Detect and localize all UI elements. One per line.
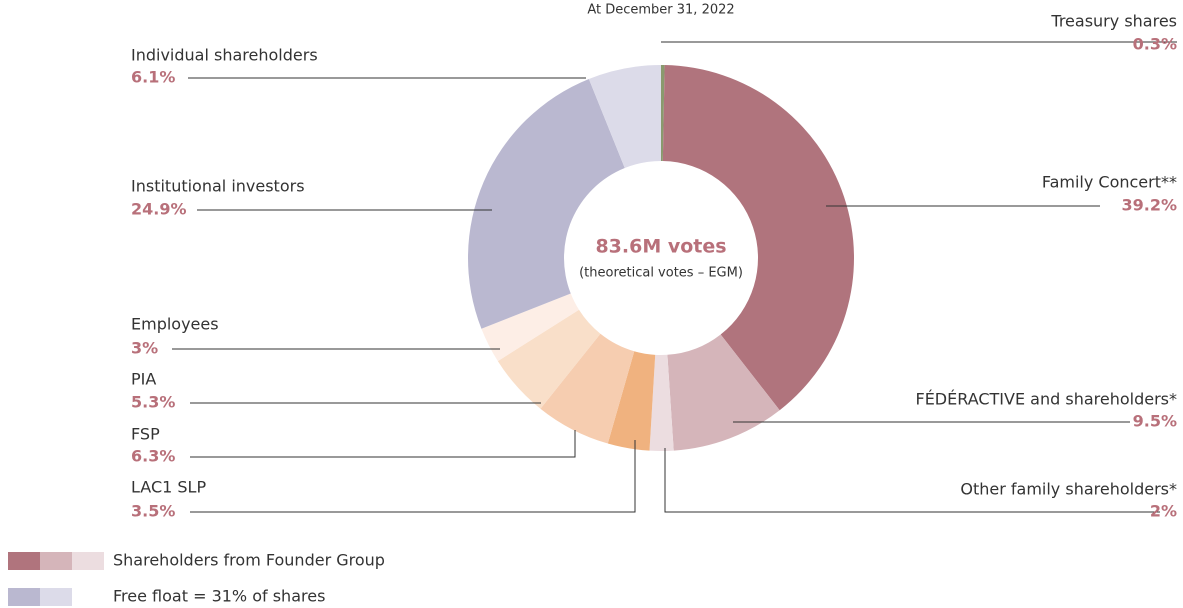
legend-swatch	[8, 552, 40, 570]
slice-label: FSP	[131, 425, 160, 444]
slice	[468, 78, 625, 329]
value-label: 2%	[1150, 502, 1177, 521]
legend-label: Shareholders from Founder Group	[113, 551, 385, 570]
slice	[662, 65, 854, 411]
legend-swatch	[40, 552, 72, 570]
slice-label: FÉDÉRACTIVE and shareholders*	[915, 390, 1177, 409]
slice	[588, 65, 661, 169]
legend-swatch	[40, 588, 72, 606]
value-label: 24.9%	[131, 200, 187, 219]
slice-label: PIA	[131, 370, 156, 389]
slice-label: Treasury shares	[1050, 12, 1177, 31]
slice	[649, 354, 674, 451]
chart-subtitle: At December 31, 2022	[587, 3, 734, 18]
leader-line	[190, 440, 636, 513]
slice	[607, 351, 656, 451]
value-label: 0.3%	[1133, 35, 1177, 54]
slice-label: LAC1 SLP	[131, 478, 206, 497]
value-label: 6.3%	[131, 447, 175, 466]
legend-label: Free float = 31% of shares	[113, 587, 325, 606]
value-label: 9.5%	[1133, 412, 1177, 431]
slice-label: Other family shareholders*	[960, 480, 1177, 499]
slice-label: Individual shareholders	[131, 46, 318, 65]
value-label: 5.3%	[131, 393, 175, 412]
value-label: 3%	[131, 339, 158, 358]
legend-swatch	[72, 552, 104, 570]
slice	[661, 65, 665, 162]
value-label: 39.2%	[1121, 196, 1177, 215]
slice-label: Institutional investors	[131, 177, 305, 196]
center-title: 83.6M votes	[595, 236, 726, 258]
leader-line	[190, 430, 576, 458]
leader-line	[664, 448, 1160, 513]
slice-label: Employees	[131, 315, 219, 334]
slice	[497, 309, 601, 409]
slice-label: Family Concert**	[1042, 173, 1177, 192]
slice	[540, 333, 635, 444]
center-subtitle: (theoretical votes – EGM)	[579, 266, 743, 281]
slice	[481, 293, 579, 362]
value-label: 3.5%	[131, 502, 175, 521]
value-label: 6.1%	[131, 68, 175, 87]
legend-swatch	[8, 588, 40, 606]
